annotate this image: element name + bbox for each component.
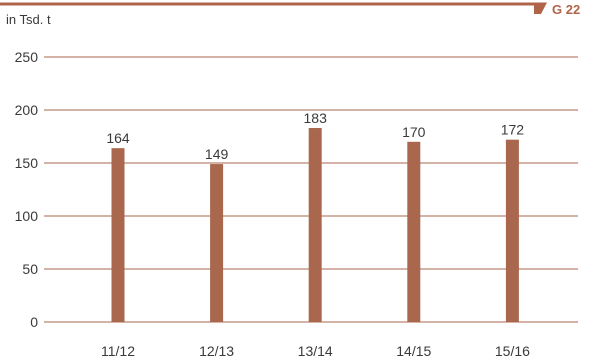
x-axis-category-labels: 11/12 12/13 13/14 14/15 15/16 xyxy=(101,343,530,359)
y-tick-label-250: 250 xyxy=(15,49,39,65)
x-label-15-16: 15/16 xyxy=(495,343,530,359)
data-label-11-12: 164 xyxy=(106,130,130,146)
bar-13-14 xyxy=(308,128,322,322)
bar-15-16 xyxy=(505,139,519,322)
data-label-13-14: 183 xyxy=(304,110,328,126)
figure-label: G 22 xyxy=(552,2,580,17)
unit-label: in Tsd. t xyxy=(6,12,51,27)
bar-11-12 xyxy=(111,148,125,322)
y-tick-label-50: 50 xyxy=(22,261,38,277)
bar-12-13 xyxy=(210,164,224,322)
y-axis-tick-labels: 0 50 100 150 200 250 xyxy=(15,49,39,330)
data-labels: 164 149 183 170 172 xyxy=(106,110,524,162)
data-label-12-13: 149 xyxy=(205,146,229,162)
x-label-13-14: 13/14 xyxy=(298,343,333,359)
y-tick-label-200: 200 xyxy=(15,102,39,118)
x-label-11-12: 11/12 xyxy=(101,343,135,359)
data-label-14-15: 170 xyxy=(402,124,426,140)
y-tick-label-0: 0 xyxy=(30,314,38,330)
figure-tab-mark xyxy=(534,2,547,14)
y-tick-label-100: 100 xyxy=(15,208,39,224)
x-label-12-13: 12/13 xyxy=(199,343,234,359)
y-tick-label-150: 150 xyxy=(15,155,39,171)
bar-14-15 xyxy=(407,141,421,322)
data-label-15-16: 172 xyxy=(501,122,525,138)
bars xyxy=(111,128,519,322)
x-label-14-15: 14/15 xyxy=(396,343,431,359)
